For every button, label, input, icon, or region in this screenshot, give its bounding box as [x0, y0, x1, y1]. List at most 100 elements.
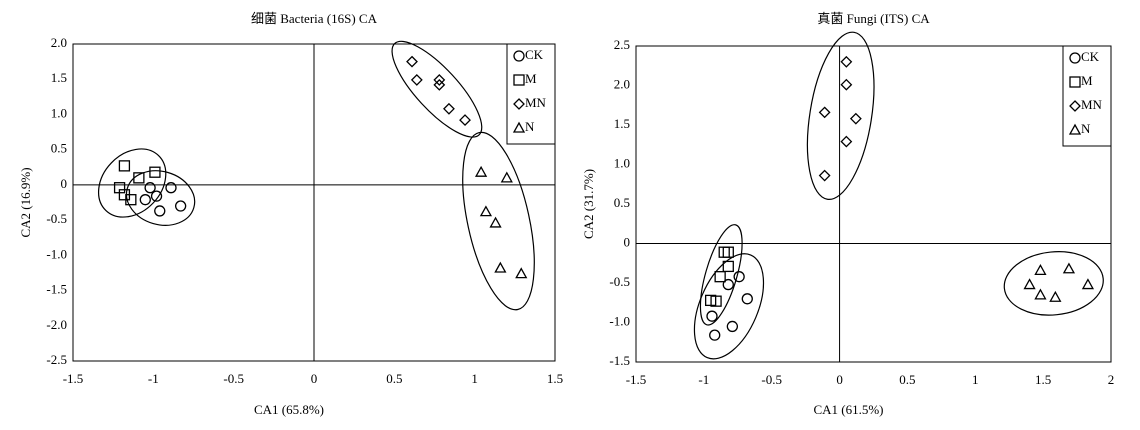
legend-box	[506, 43, 556, 145]
point	[474, 165, 488, 177]
point	[150, 190, 163, 202]
x-tick-label: 0.5	[386, 371, 402, 386]
x-axis-label: CA1 (61.5%)	[813, 402, 883, 417]
legend-marker	[513, 74, 525, 86]
point	[515, 267, 528, 279]
y-tick-label: 2.5	[614, 37, 630, 52]
x-tick-label: 0	[836, 372, 843, 387]
legend-marker	[1068, 123, 1082, 135]
y-tick-label: -1.5	[46, 282, 67, 297]
x-tick-label: 1.5	[1035, 372, 1051, 387]
x-tick-label: 1.5	[547, 371, 563, 386]
y-tick-label: 1.0	[614, 155, 630, 170]
y-tick-label: -2.0	[46, 317, 67, 332]
y-axis-label: CA2 (16.9%)	[18, 167, 33, 237]
point	[722, 260, 734, 273]
point	[1049, 290, 1062, 302]
point	[722, 246, 734, 258]
point	[733, 271, 745, 283]
legend-marker	[512, 121, 526, 133]
legend-label: CK	[525, 47, 544, 62]
point	[709, 329, 721, 341]
point	[149, 166, 161, 178]
point	[165, 182, 177, 194]
point	[433, 74, 446, 86]
point	[410, 74, 423, 86]
point	[154, 205, 166, 217]
group-ellipse	[693, 253, 765, 360]
point	[706, 310, 718, 322]
point	[489, 216, 502, 228]
y-tick-label: -0.5	[46, 211, 67, 226]
chart-title: 真菌 Fungi (ITS) CA	[817, 11, 930, 26]
point	[722, 278, 734, 291]
group-ellipse	[699, 224, 743, 326]
legend-marker	[1069, 52, 1081, 64]
y-tick-label: 2.0	[614, 76, 630, 91]
y-tick-label: -2.5	[46, 352, 67, 367]
x-tick-label: 0	[311, 371, 318, 386]
legend-box	[1062, 45, 1112, 147]
group-ellipse	[97, 148, 167, 218]
point	[174, 200, 187, 212]
point	[133, 172, 145, 184]
point	[494, 261, 507, 273]
point	[1034, 288, 1047, 300]
point	[118, 160, 131, 172]
legend-marker	[513, 98, 525, 110]
plot-frame	[635, 45, 1112, 363]
y-tick-label: 0.5	[614, 195, 630, 210]
point	[726, 320, 739, 333]
x-tick-label: 1	[972, 372, 979, 387]
point	[710, 295, 722, 307]
y-tick-label: -1.5	[609, 353, 630, 368]
legend-label: MN	[1081, 97, 1103, 112]
x-tick-label: -1	[148, 371, 159, 386]
point	[714, 271, 726, 283]
group-ellipse	[391, 40, 483, 138]
point	[459, 114, 471, 126]
point	[500, 171, 513, 183]
y-tick-label: -0.5	[609, 274, 630, 289]
point	[849, 112, 862, 125]
legend-label: N	[525, 119, 535, 134]
x-tick-label: -1	[698, 372, 709, 387]
point	[840, 135, 853, 148]
legend-marker	[513, 50, 525, 62]
point	[718, 246, 730, 258]
point	[1062, 262, 1076, 274]
y-tick-label: 0	[61, 176, 68, 191]
group-ellipse	[462, 131, 535, 311]
y-tick-label: 1.5	[51, 70, 67, 85]
point	[1081, 278, 1095, 290]
point	[1034, 264, 1047, 276]
x-tick-label: -0.5	[761, 372, 782, 387]
x-axis-label: CA1 (65.8%)	[254, 402, 324, 417]
y-tick-label: 2.0	[51, 35, 67, 50]
legend-label: CK	[1081, 49, 1100, 64]
point	[840, 55, 853, 68]
point	[818, 169, 831, 182]
y-axis-label: CA2 (31.7%)	[581, 169, 596, 239]
y-tick-label: -1.0	[609, 313, 630, 328]
y-tick-label: 0	[624, 234, 631, 249]
group-ellipse	[806, 31, 875, 200]
y-tick-label: 1.0	[51, 105, 67, 120]
x-tick-label: -1.5	[63, 371, 84, 386]
y-tick-label: 0.5	[51, 141, 67, 156]
point	[818, 106, 831, 119]
group-ellipse	[125, 170, 196, 226]
x-tick-label: 1	[471, 371, 478, 386]
x-tick-label: 2	[1108, 372, 1115, 387]
point	[479, 205, 493, 217]
point	[144, 182, 156, 194]
x-tick-label: -0.5	[223, 371, 244, 386]
point	[1023, 278, 1036, 290]
y-tick-label: -1.0	[46, 246, 67, 261]
group-ellipse	[1003, 251, 1104, 316]
point	[406, 55, 418, 68]
chart-title: 细菌 Bacteria (16S) CA	[251, 11, 378, 26]
legend-label: MN	[525, 95, 547, 110]
legend-label: M	[1081, 73, 1093, 88]
